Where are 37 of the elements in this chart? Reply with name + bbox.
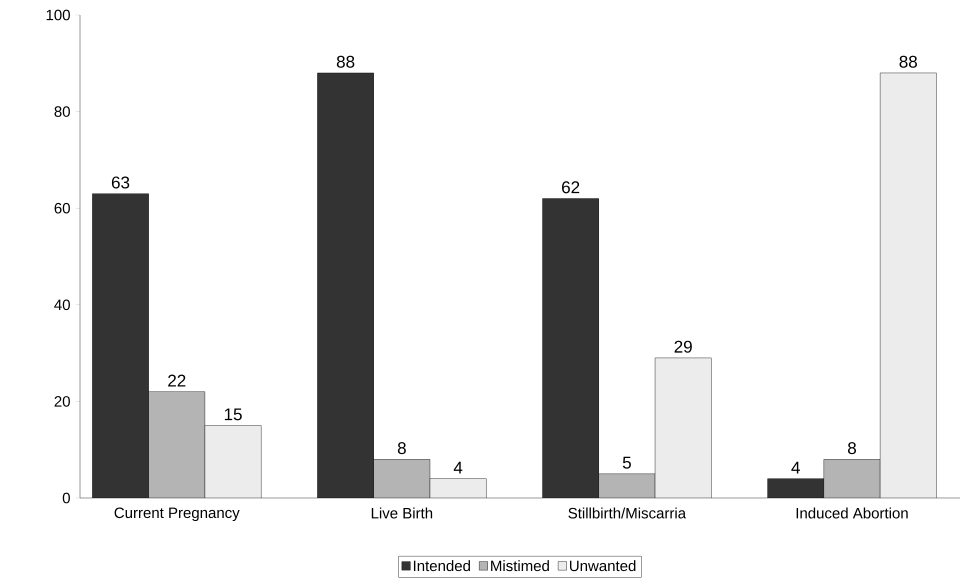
bar <box>204 426 262 498</box>
x-tick-label: Stillbirth/Miscarria <box>568 507 686 518</box>
bar <box>374 459 430 498</box>
y-tick-label: 40 <box>54 299 70 310</box>
y-tick-label: 100 <box>46 10 70 20</box>
data-label: 22 <box>168 374 186 387</box>
y-tick-label: 0 <box>62 492 70 504</box>
data-label: 15 <box>224 408 242 420</box>
bar <box>767 478 824 498</box>
data-label: 8 <box>398 442 406 454</box>
data-label: 29 <box>674 340 692 353</box>
y-tick-label: 60 <box>54 202 70 214</box>
bar <box>598 474 656 498</box>
bar <box>317 72 374 498</box>
bar <box>430 478 486 498</box>
legend-label: Mistimed <box>491 560 549 572</box>
bar <box>880 72 937 498</box>
data-label: 4 <box>791 462 800 474</box>
x-tick-label: Live Birth <box>372 507 432 518</box>
data-label: 63 <box>112 176 130 189</box>
data-label: 4 <box>454 462 462 474</box>
data-label: 8 <box>848 442 856 454</box>
bar <box>148 392 205 498</box>
legend-label: Intended <box>414 560 470 572</box>
data-label: 88 <box>900 56 917 68</box>
y-tick-label: 20 <box>54 396 70 407</box>
bar <box>655 358 712 498</box>
bar <box>824 459 880 498</box>
x-tick-label: Current Pregnancy <box>114 507 240 522</box>
legend-label: Unwanted <box>570 560 636 572</box>
data-label: 5 <box>622 456 631 469</box>
x-tick-label: Induced Abortion <box>796 507 908 518</box>
bar <box>542 198 599 498</box>
data-label: 62 <box>562 181 580 194</box>
y-tick-label: 80 <box>54 106 70 117</box>
data-label: 88 <box>336 56 354 68</box>
bar <box>92 194 149 498</box>
